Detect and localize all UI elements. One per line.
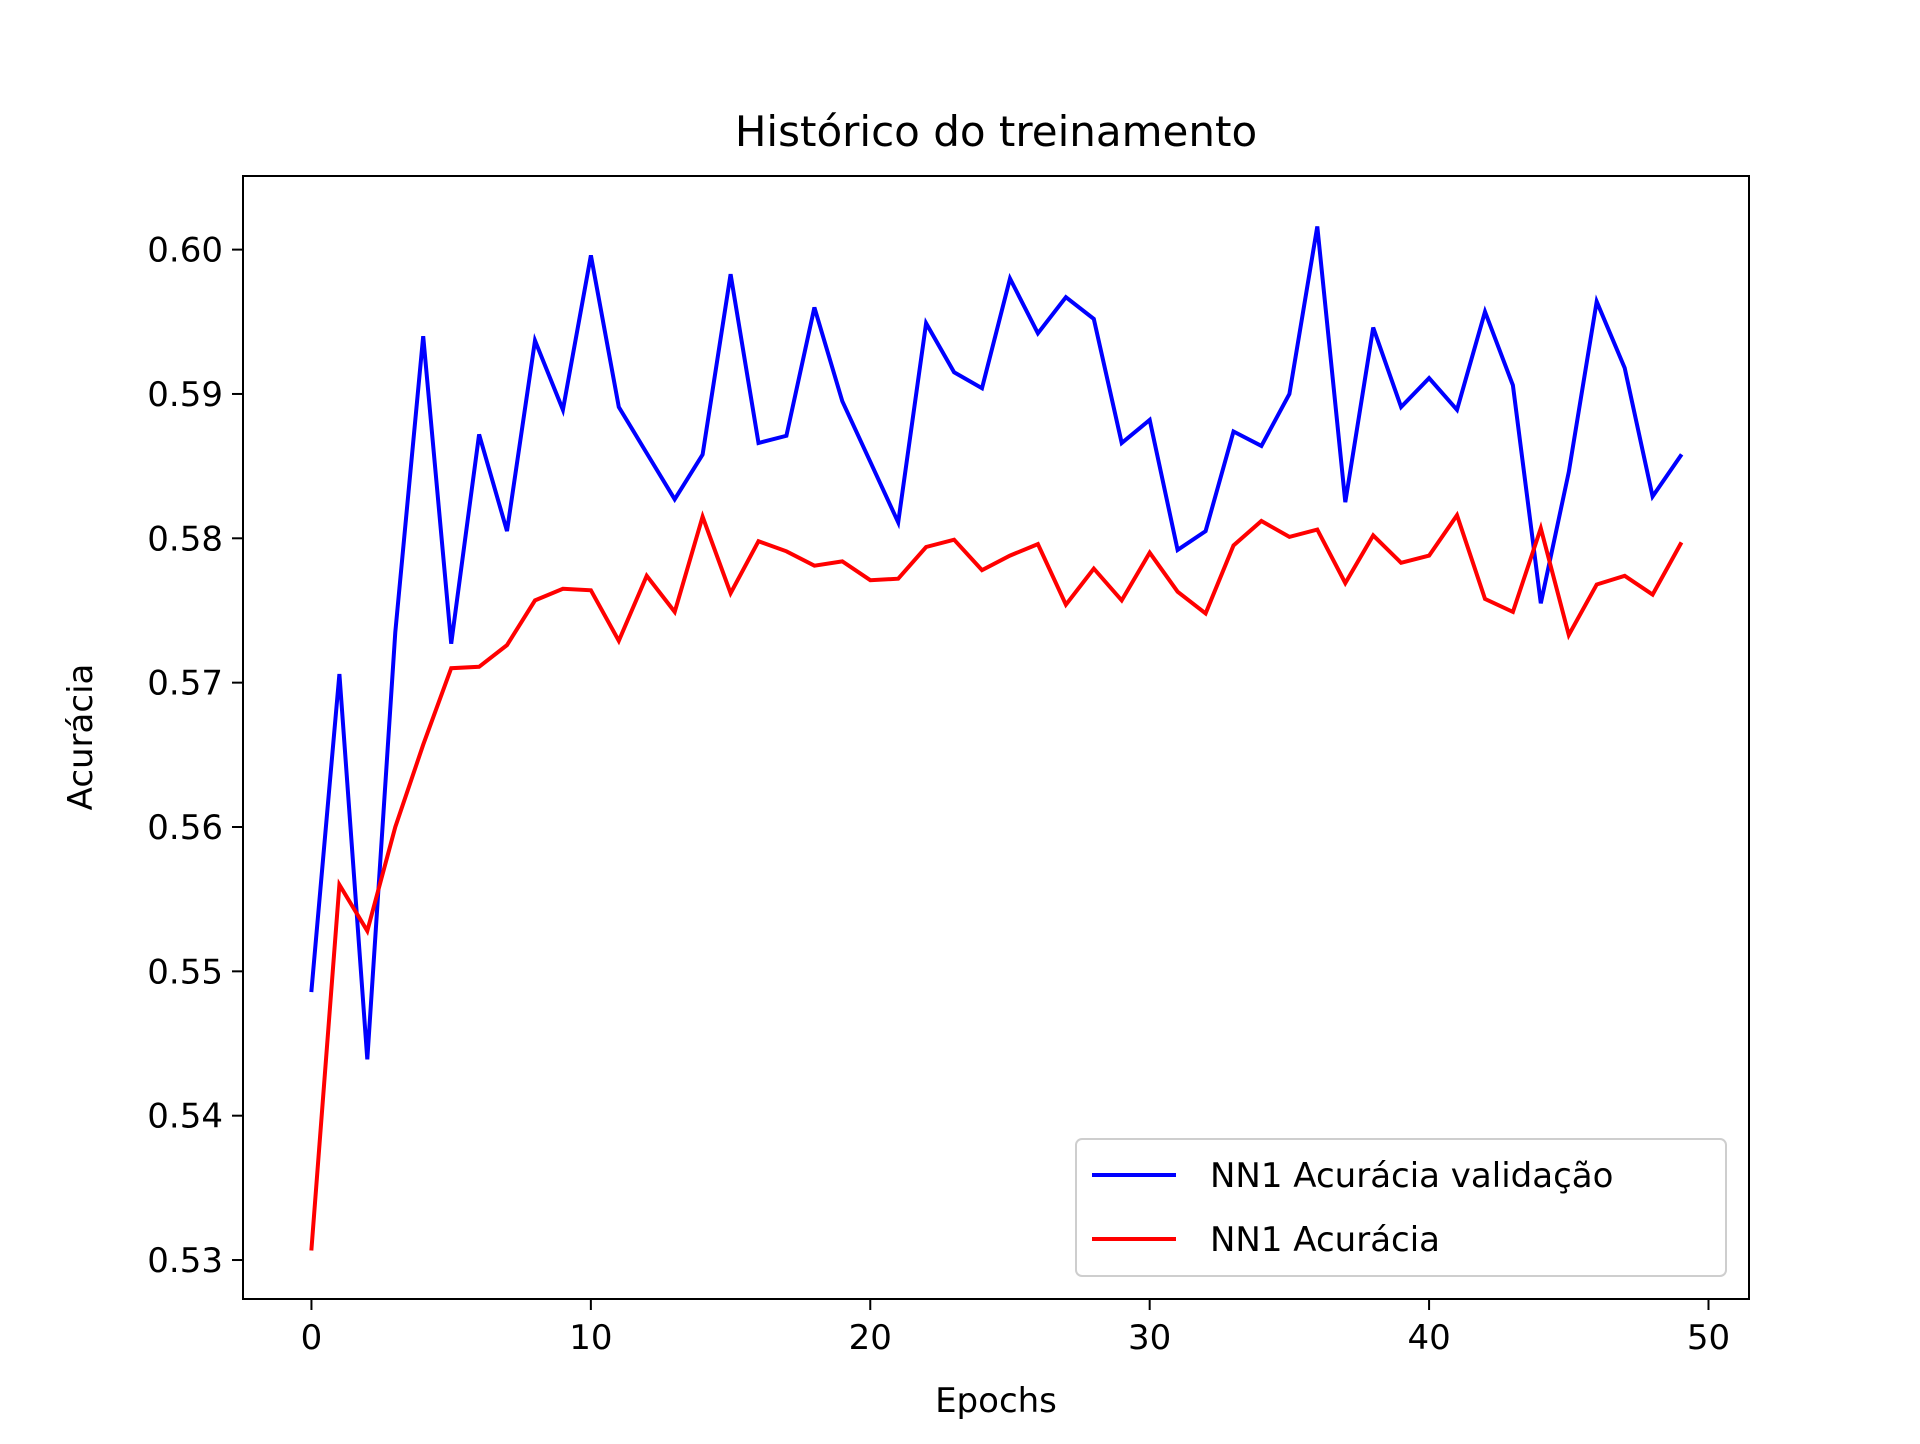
series-line-training xyxy=(309,510,1684,1251)
y-tick-label: 0.55 xyxy=(147,952,223,992)
axes-frame xyxy=(242,175,1750,1300)
x-tick-label: 50 xyxy=(1687,1318,1730,1358)
legend-label: NN1 Acurácia xyxy=(1210,1220,1440,1260)
plot-area: 0 10 20 30 40 50 0.53 0.54 0.55 0.56 0.57 0.58 0.59 0… xyxy=(147,175,1750,1358)
y-tick-label: 0.57 xyxy=(147,664,223,704)
x-tick-label: 10 xyxy=(569,1318,612,1358)
legend: NN1 Acurácia validação NN1 Acurácia xyxy=(1075,1138,1727,1277)
y-tick-label: 0.58 xyxy=(147,519,223,559)
y-axis-label: Acurácia xyxy=(61,664,101,811)
y-tick-label: 0.59 xyxy=(147,375,223,415)
y-tick-label: 0.60 xyxy=(147,231,223,271)
y-tick-label: 0.53 xyxy=(147,1241,223,1281)
x-axis-label: Epochs xyxy=(935,1381,1057,1421)
x-tick-label: 20 xyxy=(849,1318,892,1358)
y-tick-label: 0.56 xyxy=(147,808,223,848)
legend-label: NN1 Acurácia validação xyxy=(1210,1156,1613,1196)
y-tick-label: 0.54 xyxy=(147,1097,223,1137)
legend-box xyxy=(1075,1138,1727,1277)
x-tick-label: 30 xyxy=(1128,1318,1171,1358)
x-tick-label: 0 xyxy=(301,1318,323,1358)
series-line-validation xyxy=(309,226,1684,1060)
x-tick-label: 40 xyxy=(1407,1318,1450,1358)
chart-title: Histórico do treinamento xyxy=(735,107,1257,156)
